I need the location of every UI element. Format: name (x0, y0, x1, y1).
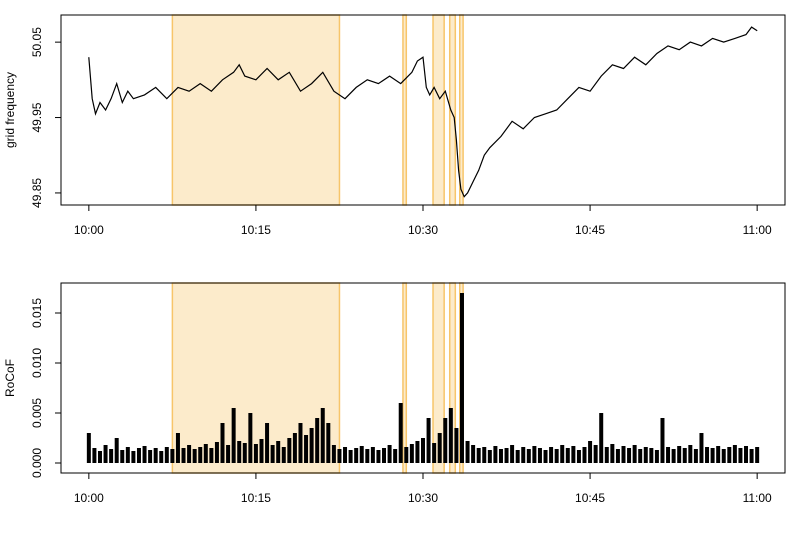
y-tick-label: 49.95 (30, 102, 44, 132)
x-tick-label: 10:45 (575, 223, 605, 237)
y-tick-label: 0.000 (30, 448, 44, 478)
y-tick-label: 0.005 (30, 398, 44, 428)
highlight-band (459, 14, 464, 206)
plot-frame (60, 14, 786, 206)
y-tick-label: 50.05 (30, 27, 44, 57)
highlight-band (402, 282, 408, 474)
y-tick-label: 49.85 (30, 178, 44, 208)
x-tick-label: 11:00 (743, 223, 772, 237)
x-tick-label: 10:30 (408, 491, 438, 505)
x-tick-label: 10:15 (241, 223, 271, 237)
x-tick-label: 11:00 (743, 491, 772, 505)
y-axis-label: RoCoF (3, 359, 17, 397)
frequency-line (88, 26, 758, 198)
x-tick-label: 10:00 (74, 223, 104, 237)
highlight-band (432, 14, 445, 206)
y-tick-label: 0.015 (30, 298, 44, 328)
x-tick-label: 10:30 (408, 223, 438, 237)
highlight-band (171, 14, 341, 206)
x-tick-label: 10:15 (241, 491, 271, 505)
x-tick-label: 10:00 (74, 491, 104, 505)
x-tick-label: 10:45 (575, 491, 605, 505)
y-axis-label: grid frequency (3, 72, 17, 148)
highlight-band (402, 14, 408, 206)
y-tick-label: 0.010 (30, 348, 44, 378)
